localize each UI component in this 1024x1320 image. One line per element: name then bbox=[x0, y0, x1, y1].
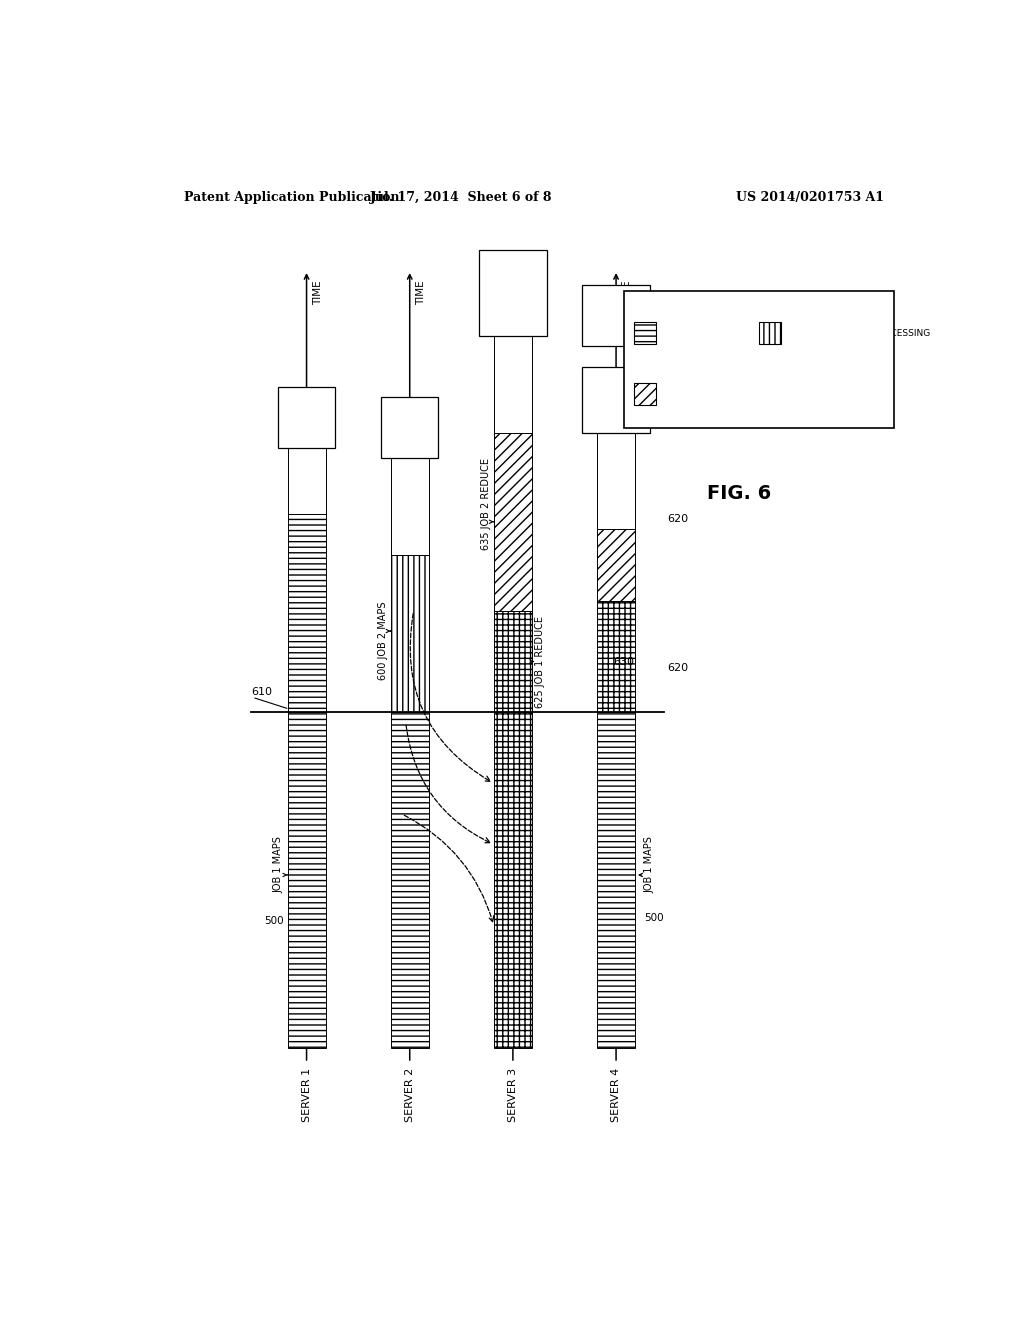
Bar bbox=[278, 387, 335, 447]
Bar bbox=[624, 290, 894, 428]
Text: 630: 630 bbox=[633, 408, 653, 417]
Bar bbox=[391, 713, 429, 1048]
Bar bbox=[391, 554, 429, 713]
Bar bbox=[288, 713, 326, 1048]
Text: TIME: TIME bbox=[623, 280, 633, 305]
Text: REDUCE PROCESSING: REDUCE PROCESSING bbox=[663, 389, 761, 399]
Text: 620: 620 bbox=[667, 515, 688, 524]
Text: TIME: TIME bbox=[416, 280, 426, 305]
Text: MAP PROCESSING: MAP PROCESSING bbox=[663, 329, 742, 338]
Bar bbox=[391, 458, 429, 554]
Text: 635 JOB 2 REDUCE: 635 JOB 2 REDUCE bbox=[480, 458, 490, 550]
Bar bbox=[634, 322, 655, 345]
Bar bbox=[288, 515, 326, 713]
Text: FIG. 6: FIG. 6 bbox=[707, 484, 771, 503]
Text: Jul. 17, 2014  Sheet 6 of 8: Jul. 17, 2014 Sheet 6 of 8 bbox=[370, 190, 553, 203]
Text: SERVER 1: SERVER 1 bbox=[301, 1068, 311, 1122]
Bar bbox=[478, 249, 547, 337]
Text: SERVER 2: SERVER 2 bbox=[404, 1068, 415, 1122]
Bar bbox=[634, 383, 655, 405]
Bar bbox=[582, 367, 650, 433]
Bar bbox=[494, 433, 531, 611]
Text: 610: 610 bbox=[251, 688, 272, 697]
Text: TIME: TIME bbox=[519, 280, 529, 305]
Bar bbox=[597, 601, 635, 713]
Text: SPECULATIVE MAP PROCESSING: SPECULATIVE MAP PROCESSING bbox=[787, 329, 931, 338]
Text: Patent Application Publication: Patent Application Publication bbox=[183, 190, 399, 203]
Bar bbox=[494, 713, 531, 1048]
Text: US 2014/0201753 A1: US 2014/0201753 A1 bbox=[736, 190, 885, 203]
Bar bbox=[582, 285, 650, 346]
Bar bbox=[597, 433, 635, 529]
Text: SERVER 3: SERVER 3 bbox=[508, 1068, 518, 1122]
Text: TIME: TIME bbox=[313, 280, 323, 305]
Bar bbox=[597, 529, 635, 601]
Text: 500: 500 bbox=[264, 916, 284, 925]
Text: JOB 1 MAPS: JOB 1 MAPS bbox=[645, 837, 654, 894]
Bar bbox=[494, 611, 531, 713]
Bar bbox=[288, 447, 326, 515]
Text: JOB 1 MAPS: JOB 1 MAPS bbox=[273, 837, 284, 894]
Text: SERVER 4: SERVER 4 bbox=[611, 1068, 622, 1122]
Bar bbox=[597, 713, 635, 1048]
Text: 600 JOB 2 MAPS: 600 JOB 2 MAPS bbox=[378, 602, 387, 680]
Bar bbox=[381, 397, 438, 458]
Text: 620: 620 bbox=[667, 663, 688, 673]
Text: 630: 630 bbox=[613, 656, 634, 667]
Bar bbox=[759, 322, 781, 345]
Bar bbox=[494, 337, 531, 433]
Text: 625 JOB 1 REDUCE: 625 JOB 1 REDUCE bbox=[536, 615, 545, 708]
Text: 500: 500 bbox=[645, 912, 665, 923]
